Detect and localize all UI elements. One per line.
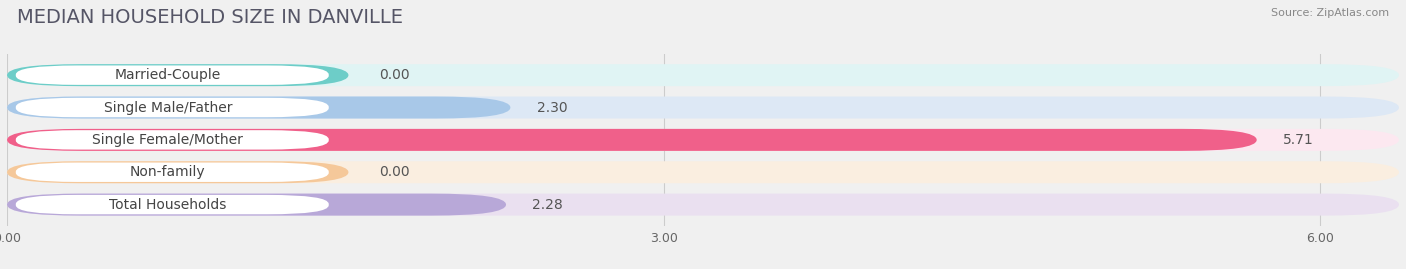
FancyBboxPatch shape: [15, 130, 329, 150]
Text: 0.00: 0.00: [380, 165, 409, 179]
FancyBboxPatch shape: [7, 129, 1399, 151]
FancyBboxPatch shape: [7, 129, 1257, 151]
FancyBboxPatch shape: [7, 194, 506, 216]
Text: 0.00: 0.00: [380, 68, 409, 82]
FancyBboxPatch shape: [7, 161, 349, 183]
Text: Total Households: Total Households: [110, 198, 226, 212]
Text: Source: ZipAtlas.com: Source: ZipAtlas.com: [1271, 8, 1389, 18]
FancyBboxPatch shape: [7, 64, 349, 86]
Text: MEDIAN HOUSEHOLD SIZE IN DANVILLE: MEDIAN HOUSEHOLD SIZE IN DANVILLE: [17, 8, 404, 27]
FancyBboxPatch shape: [7, 97, 1399, 119]
FancyBboxPatch shape: [7, 64, 1399, 86]
FancyBboxPatch shape: [15, 195, 329, 214]
Text: 2.28: 2.28: [533, 198, 562, 212]
Text: Non-family: Non-family: [131, 165, 205, 179]
Text: 2.30: 2.30: [537, 101, 567, 115]
Text: Single Male/Father: Single Male/Father: [104, 101, 232, 115]
FancyBboxPatch shape: [7, 161, 1399, 183]
Text: Married-Couple: Married-Couple: [115, 68, 221, 82]
Text: 5.71: 5.71: [1284, 133, 1313, 147]
Text: Single Female/Mother: Single Female/Mother: [93, 133, 243, 147]
FancyBboxPatch shape: [15, 98, 329, 117]
FancyBboxPatch shape: [15, 162, 329, 182]
FancyBboxPatch shape: [7, 97, 510, 119]
FancyBboxPatch shape: [15, 65, 329, 85]
FancyBboxPatch shape: [7, 194, 1399, 216]
